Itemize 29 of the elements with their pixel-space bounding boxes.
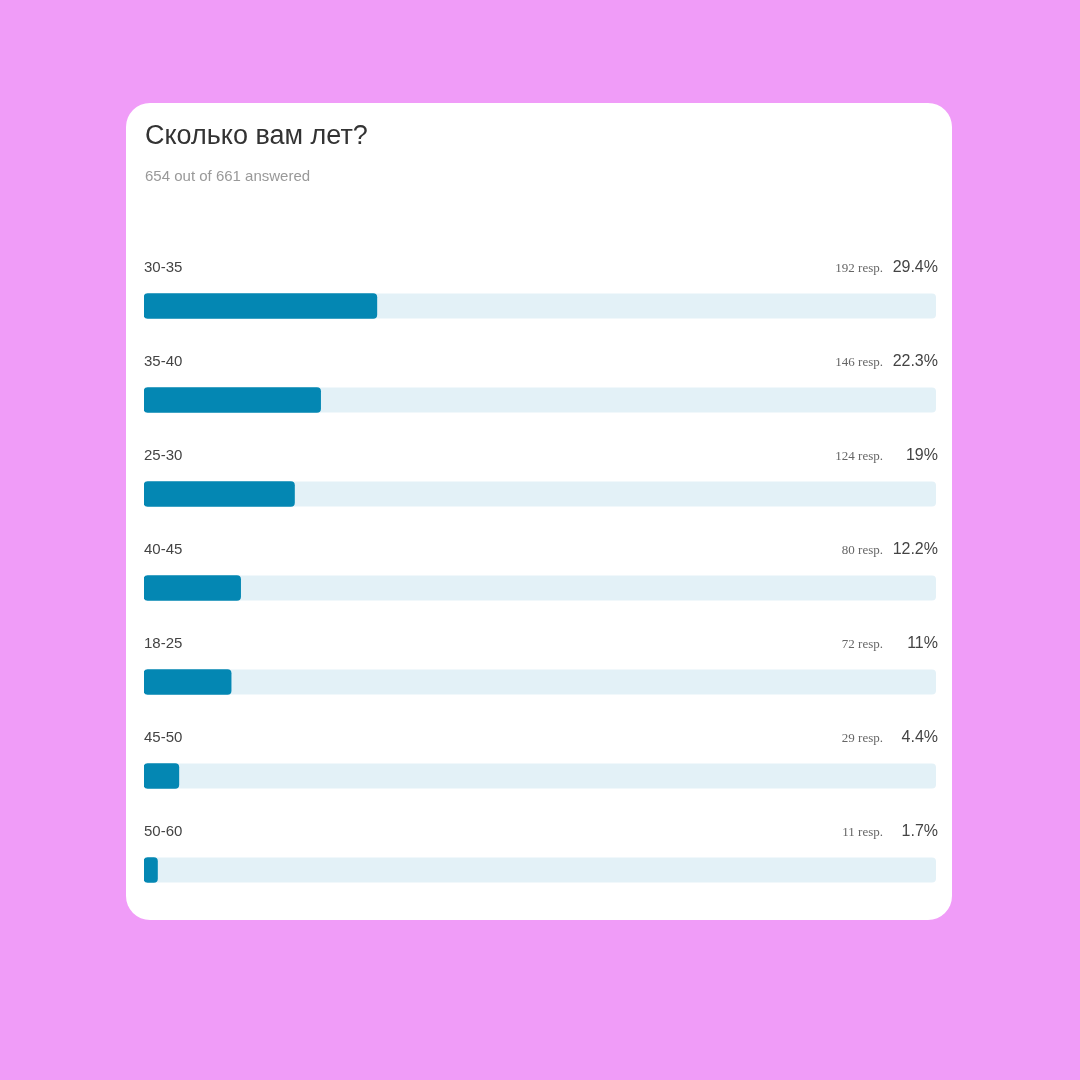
bar xyxy=(144,387,321,413)
y-tick-label: 35-40 xyxy=(144,352,183,369)
y-tick-label: 18-25 xyxy=(144,634,183,651)
annotation: 72 resp. xyxy=(841,636,883,651)
annotation: 11 resp. xyxy=(842,824,883,839)
data-label: 11% xyxy=(907,634,938,651)
data-label: 22.3% xyxy=(892,352,938,369)
y-tick-label: 25-30 xyxy=(144,446,183,463)
annotation: 29 resp. xyxy=(841,730,883,745)
bar xyxy=(144,857,158,883)
data-label: 29.4% xyxy=(892,258,938,275)
data-label: 19% xyxy=(905,446,938,463)
y-tick-label: 50-60 xyxy=(144,822,183,839)
bar xyxy=(144,575,241,601)
bar xyxy=(144,481,295,507)
y-tick-label: 30-35 xyxy=(144,258,183,275)
bar xyxy=(144,763,180,789)
annotation: 80 resp. xyxy=(841,542,883,557)
y-tick-label: 40-45 xyxy=(144,540,183,557)
chart-title: Сколько вам лет? xyxy=(145,120,368,151)
y-tick-label: 45-50 xyxy=(144,728,183,745)
annotation: 192 resp. xyxy=(835,260,883,275)
bar xyxy=(144,669,232,695)
data-label: 12.2% xyxy=(892,540,938,557)
annotation: 124 resp. xyxy=(835,448,883,463)
data-label: 1.7% xyxy=(901,822,938,839)
annotation: 146 resp. xyxy=(835,354,883,369)
chart-subtitle: 654 out of 661 answered xyxy=(145,167,311,184)
data-label: 4.4% xyxy=(901,728,938,745)
